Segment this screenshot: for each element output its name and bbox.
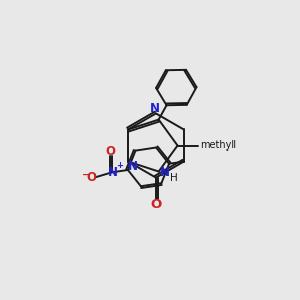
Text: N: N — [128, 160, 138, 172]
Text: H: H — [170, 173, 177, 183]
Text: O: O — [86, 171, 96, 184]
Text: methyl: methyl — [200, 140, 234, 150]
Text: +: + — [116, 161, 123, 170]
Text: methyl: methyl — [202, 140, 236, 150]
Text: N: N — [108, 166, 118, 179]
Text: −: − — [82, 170, 90, 180]
Text: N: N — [150, 102, 160, 115]
Text: methyl: methyl — [200, 140, 234, 151]
Text: O: O — [150, 198, 162, 211]
Text: N: N — [160, 167, 170, 179]
Text: methyl: methyl — [200, 140, 234, 151]
Text: O: O — [106, 145, 116, 158]
Text: methyl: methyl — [200, 140, 234, 150]
